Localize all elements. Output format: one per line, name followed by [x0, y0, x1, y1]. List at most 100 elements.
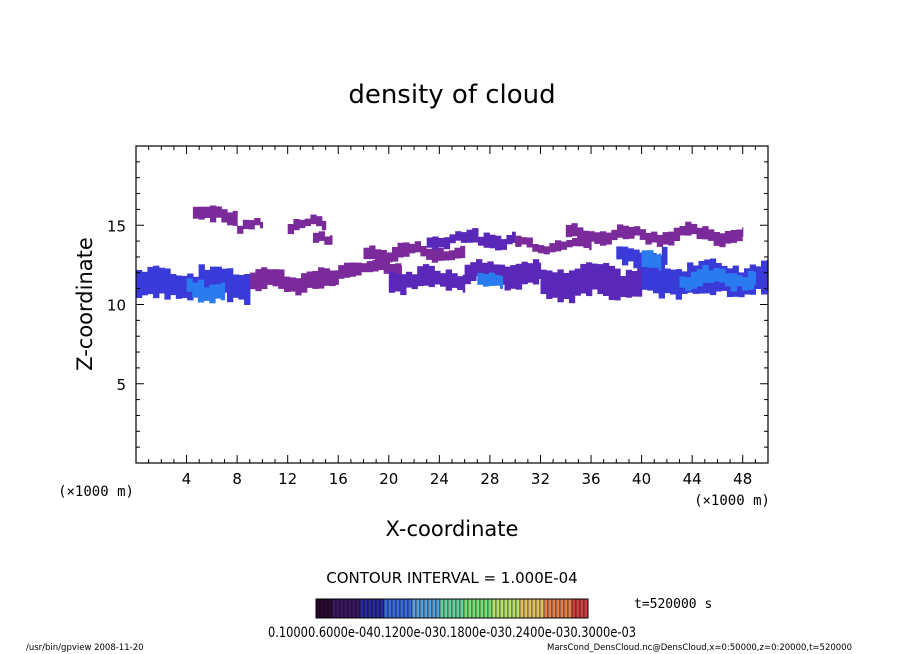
density-cell — [460, 245, 466, 259]
colorbar-segment — [479, 598, 485, 619]
cloud-region — [426, 228, 516, 251]
density-cell — [641, 260, 648, 290]
density-cell — [323, 268, 330, 286]
cloud-region — [641, 250, 662, 271]
colorbar-segment — [475, 598, 481, 619]
density-cell — [295, 278, 302, 296]
x-axis-unit-left: (×1000 m) — [58, 484, 134, 500]
cloud-region — [313, 231, 333, 245]
density-cell — [526, 237, 533, 248]
colorbar-segment — [519, 598, 525, 619]
colorbar-segment — [431, 598, 437, 619]
density-cell — [457, 276, 464, 290]
density-cell — [736, 229, 743, 242]
cloud-region — [464, 259, 542, 291]
density-cell — [555, 240, 562, 252]
colorbar-segment — [543, 598, 549, 619]
density-cell — [481, 262, 488, 279]
density-cell — [656, 234, 664, 247]
colorbar-segment — [439, 598, 445, 619]
density-cell — [464, 264, 471, 285]
colorbar-segment — [399, 598, 405, 619]
density-cell — [611, 229, 618, 241]
x-tick-label: 28 — [480, 470, 499, 488]
colorbar-segment — [515, 598, 521, 619]
density-cell — [653, 254, 660, 268]
density-cell — [725, 231, 732, 244]
colorbar-segment — [335, 598, 341, 619]
density-cell — [366, 261, 373, 273]
colorbar-segment — [511, 598, 517, 619]
density-cell — [605, 232, 612, 245]
density-cell — [506, 235, 513, 245]
density-cell — [679, 226, 686, 236]
density-cell — [679, 276, 686, 288]
density-cell — [392, 246, 399, 262]
density-cell — [713, 232, 720, 246]
colorbar-segment — [355, 598, 361, 619]
density-cell — [448, 250, 456, 261]
colorbar-segment — [471, 598, 477, 619]
density-cell — [702, 226, 709, 240]
cloud-region — [565, 221, 744, 248]
density-cell — [428, 265, 435, 288]
footer-left: /usr/bin/gpview 2008-11-20 — [26, 643, 144, 653]
density-cell — [215, 206, 222, 218]
density-cell — [582, 230, 590, 242]
density-cell — [449, 234, 456, 244]
density-cell — [181, 275, 188, 299]
density-cell — [532, 259, 540, 285]
density-cell — [426, 237, 433, 248]
density-cell — [388, 271, 396, 293]
density-cell — [136, 270, 143, 298]
colorbar-segment — [387, 598, 393, 619]
colorbar-segment — [571, 598, 577, 619]
colorbar-segment — [531, 598, 537, 619]
colorbar-segment — [319, 598, 325, 619]
density-cell — [647, 257, 654, 291]
density-cell — [597, 264, 604, 295]
colorbar-segment — [379, 598, 385, 619]
density-cell — [730, 273, 737, 292]
density-cell — [647, 250, 654, 268]
density-cell — [515, 235, 522, 247]
density-cell — [335, 270, 339, 285]
colorbar-segment — [351, 598, 357, 619]
density-cell — [477, 272, 484, 285]
density-cell — [520, 237, 528, 245]
density-cell — [708, 229, 715, 241]
density-cell — [437, 248, 444, 261]
cloud-region — [287, 214, 327, 235]
x-axis: 4 8 12 16 20 24 28 32 36 40 44 48 — [135, 146, 769, 488]
density-cell — [215, 284, 222, 299]
x-tick-label: 24 — [430, 470, 449, 488]
density-cell — [591, 263, 598, 290]
colorbar-segment — [535, 598, 541, 619]
density-cell — [620, 276, 627, 297]
colorbar-segment — [423, 598, 429, 619]
density-cell — [363, 247, 370, 260]
cloud-region — [679, 264, 756, 292]
density-cell — [617, 224, 624, 238]
colorbar-segment — [539, 598, 545, 619]
cloud-region — [249, 267, 339, 296]
density-cell — [560, 241, 567, 250]
x-tick-label: 40 — [632, 470, 651, 488]
colorbar-segment — [323, 598, 329, 619]
density-cell — [432, 236, 439, 250]
density-cell — [405, 271, 413, 288]
density-cell — [670, 269, 677, 295]
density-cell — [438, 238, 445, 248]
density-cell — [431, 247, 439, 263]
density-cell — [696, 269, 703, 287]
density-cell — [232, 210, 238, 226]
density-cell — [238, 274, 245, 300]
density-cell — [215, 266, 222, 295]
colorbar-segment — [491, 598, 497, 619]
density-cell — [675, 269, 682, 300]
density-cell — [489, 234, 496, 249]
y-tick-label: 10 — [107, 297, 126, 315]
colorbar-segment — [551, 598, 557, 619]
colorbar-segment — [459, 598, 465, 619]
density-cell — [574, 268, 581, 296]
